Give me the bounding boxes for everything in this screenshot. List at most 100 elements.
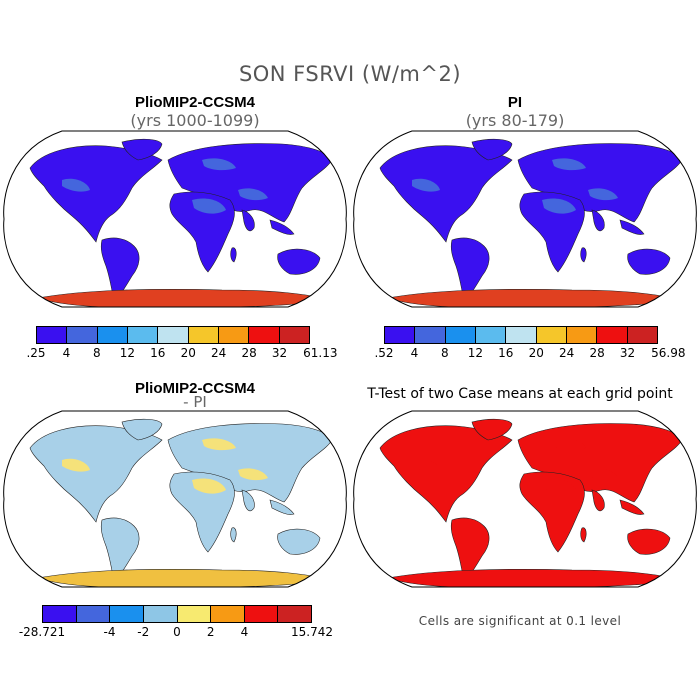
- colorbar-tick-label: 15.742: [291, 625, 333, 639]
- significance-note: Cells are significant at 0.1 level: [418, 614, 622, 628]
- colorbar-swatch: [211, 606, 245, 622]
- value-patch: [588, 188, 618, 201]
- landmass-australia: [627, 528, 671, 555]
- colorbar-swatch: [566, 327, 598, 343]
- landmass-antarctica: [387, 288, 677, 307]
- colorbar-swatch: [188, 327, 219, 343]
- colorbar-tick-label: 4: [410, 346, 419, 360]
- colorbar-swatch: [249, 327, 280, 343]
- value-patch: [192, 478, 226, 494]
- landmass-northAmerica: [29, 145, 163, 243]
- landmass-antarctica: [37, 288, 327, 307]
- colorbar-tick-label: 24: [211, 346, 227, 360]
- colorbar-swatch: [627, 327, 657, 343]
- colorbar-tick-labels: -28.721 -4 -2 0 2 4 15.742: [19, 623, 333, 639]
- landmass-india: [591, 209, 605, 232]
- colorbar-swatch: [67, 327, 98, 343]
- colorbar-tick-label: 56.98: [651, 346, 686, 360]
- landmass-madagascar: [230, 247, 237, 263]
- colorbar-tick-label: 16: [150, 346, 166, 360]
- colorbar-tick-label: -28.721: [18, 625, 66, 639]
- value-patch: [192, 198, 226, 214]
- value-patch: [542, 478, 576, 494]
- landmass-antarctica: [387, 568, 677, 587]
- colorbar-tick-labels: .25 4 8 12 16 20 24 28 32 61.13: [26, 344, 337, 360]
- panel-bottom-right-title: T-Test of two Case means at each grid po…: [367, 386, 673, 402]
- colorbar-swatch: [97, 327, 128, 343]
- map-frame: [3, 410, 347, 588]
- colorbar-tick-label: 28: [241, 346, 257, 360]
- colorbar-swatch: [536, 327, 567, 343]
- colorbar-swatches: [36, 326, 310, 344]
- landmass-seAsia: [269, 219, 295, 235]
- colorbar-tick-label: 32: [271, 346, 288, 360]
- colorbar-swatch: [43, 606, 77, 622]
- colorbar-tick-label: -2: [137, 625, 150, 639]
- colorbar-tick-label: 4: [240, 625, 249, 639]
- landmass-seAsia: [619, 219, 645, 235]
- colorbar-tick-label: 12: [467, 346, 483, 360]
- colorbar-tick-label: 20: [180, 346, 196, 360]
- colorbar-swatch: [597, 327, 628, 343]
- colorbar-tick-labels: .52 4 8 12 16 20 24 28 32 56.98: [374, 344, 685, 360]
- value-patch: [552, 158, 586, 171]
- landmass-india: [241, 209, 255, 232]
- colorbar-swatch: [218, 327, 250, 343]
- colorbar-tick-label: 61.13: [303, 346, 338, 360]
- colorbar-swatch: [385, 327, 416, 343]
- landmass-northAmerica: [379, 145, 513, 243]
- colorbar-top-right: .52 4 8 12 16 20 24 28 32 56.98: [374, 326, 685, 360]
- landmass-northAmerica: [379, 425, 513, 523]
- map-frame: [353, 130, 697, 308]
- landmass-australia: [277, 528, 321, 555]
- map-top-left: [3, 130, 347, 308]
- colorbar-swatch: [110, 606, 144, 622]
- colorbar-tick-label: .25: [26, 346, 46, 360]
- value-patch: [542, 198, 576, 214]
- value-patch: [238, 188, 268, 201]
- panel-top-right-subtitle: (yrs 80-179): [465, 111, 565, 130]
- landmass-seAsia: [619, 499, 645, 515]
- colorbar-swatch: [143, 606, 178, 622]
- value-patch: [588, 468, 618, 481]
- colorbar-swatch: [76, 606, 111, 622]
- landmass-greenland: [471, 418, 513, 441]
- colorbar-tick-label: 2: [206, 625, 215, 639]
- landmass-australia: [627, 248, 671, 275]
- map-frame: [3, 130, 347, 308]
- colorbar-tick-label: .52: [374, 346, 394, 360]
- figure-title: SON FSRVI (W/m^2): [238, 62, 462, 86]
- colorbar-swatch: [37, 327, 68, 343]
- colorbar-swatch: [158, 327, 189, 343]
- colorbar-swatches: [42, 605, 312, 623]
- colorbar-swatch: [244, 606, 279, 622]
- colorbar-swatch: [278, 606, 311, 622]
- value-patch: [202, 158, 236, 171]
- colorbar-tick-label: 8: [93, 346, 101, 360]
- landmass-madagascar: [580, 247, 587, 263]
- colorbar-tick-label: 20: [528, 346, 544, 360]
- landmass-greenland: [121, 418, 163, 441]
- landmass-antarctica: [37, 568, 327, 587]
- colorbar-tick-label: 0: [173, 625, 181, 639]
- colorbar-swatches: [384, 326, 658, 344]
- value-patch: [62, 458, 90, 472]
- colorbar-swatch: [177, 606, 212, 622]
- landmass-greenland: [121, 138, 163, 161]
- colorbar-tick-label: -4: [103, 625, 116, 639]
- landmass-australia: [277, 248, 321, 275]
- landmass-india: [591, 489, 605, 512]
- colorbar-bottom-left: -28.721 -4 -2 0 2 4 15.742: [19, 605, 333, 639]
- value-patch: [202, 438, 236, 451]
- landmass-greenland: [471, 138, 513, 161]
- colorbar-swatch: [445, 327, 476, 343]
- colorbar-top-left: .25 4 8 12 16 20 24 28 32 61.13: [26, 326, 337, 360]
- colorbar-swatch: [415, 327, 446, 343]
- colorbar-swatch: [127, 327, 159, 343]
- landmass-seAsia: [269, 499, 295, 515]
- value-patch: [62, 178, 90, 192]
- map-bottom-left: [3, 410, 347, 588]
- colorbar-tick-label: 12: [119, 346, 135, 360]
- colorbar-tick-label: 16: [498, 346, 514, 360]
- panel-bottom-left-title: PlioMIP2-CCSM4: [134, 380, 255, 397]
